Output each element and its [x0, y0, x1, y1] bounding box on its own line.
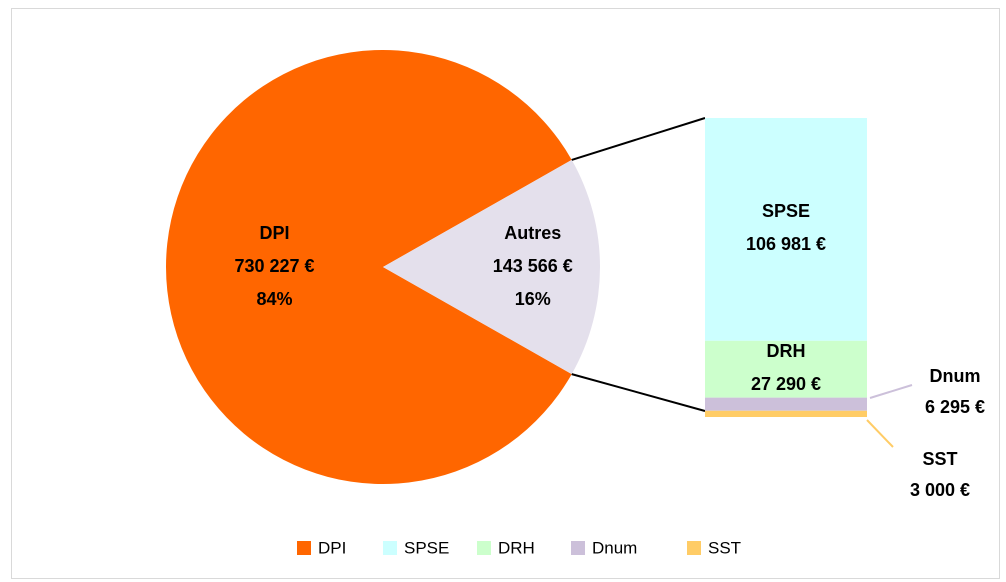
- leader-line: [866, 419, 894, 448]
- pie-slice: [166, 49, 572, 484]
- bar-segment: [705, 397, 867, 411]
- segment-name: Dnum: [930, 366, 981, 386]
- connector: [571, 117, 706, 161]
- legend-label: SPSE: [404, 538, 449, 557]
- legend-swatch: [571, 541, 585, 555]
- segment-name: SST: [922, 449, 957, 469]
- slice-value: 730 227 €: [234, 256, 314, 276]
- segment-name: SPSE: [762, 201, 810, 221]
- slice-value: 143 566 €: [493, 256, 573, 276]
- legend-label: SST: [708, 538, 741, 557]
- legend-swatch: [383, 541, 397, 555]
- legend-label: Dnum: [592, 538, 637, 557]
- legend-swatch: [297, 541, 311, 555]
- bar-segment: [705, 340, 867, 398]
- segment-value: 6 295 €: [925, 397, 985, 417]
- segment-value: 27 290 €: [751, 374, 821, 394]
- bar-segment: [705, 118, 867, 341]
- slice-share: 16%: [515, 289, 551, 309]
- slice-share: 84%: [256, 289, 292, 309]
- bar-segment: [705, 410, 867, 417]
- slice-name: DPI: [259, 223, 289, 243]
- legend-swatch: [477, 541, 491, 555]
- slice-name: Autres: [504, 223, 561, 243]
- segment-value: 106 981 €: [746, 234, 826, 254]
- segment-value: 3 000 €: [910, 480, 970, 500]
- connector: [571, 373, 706, 412]
- legend-swatch: [687, 541, 701, 555]
- legend-label: DRH: [498, 538, 535, 557]
- segment-name: DRH: [767, 341, 806, 361]
- leader-line: [869, 384, 913, 399]
- pie-slice: [383, 159, 600, 375]
- legend-label: DPI: [318, 538, 346, 557]
